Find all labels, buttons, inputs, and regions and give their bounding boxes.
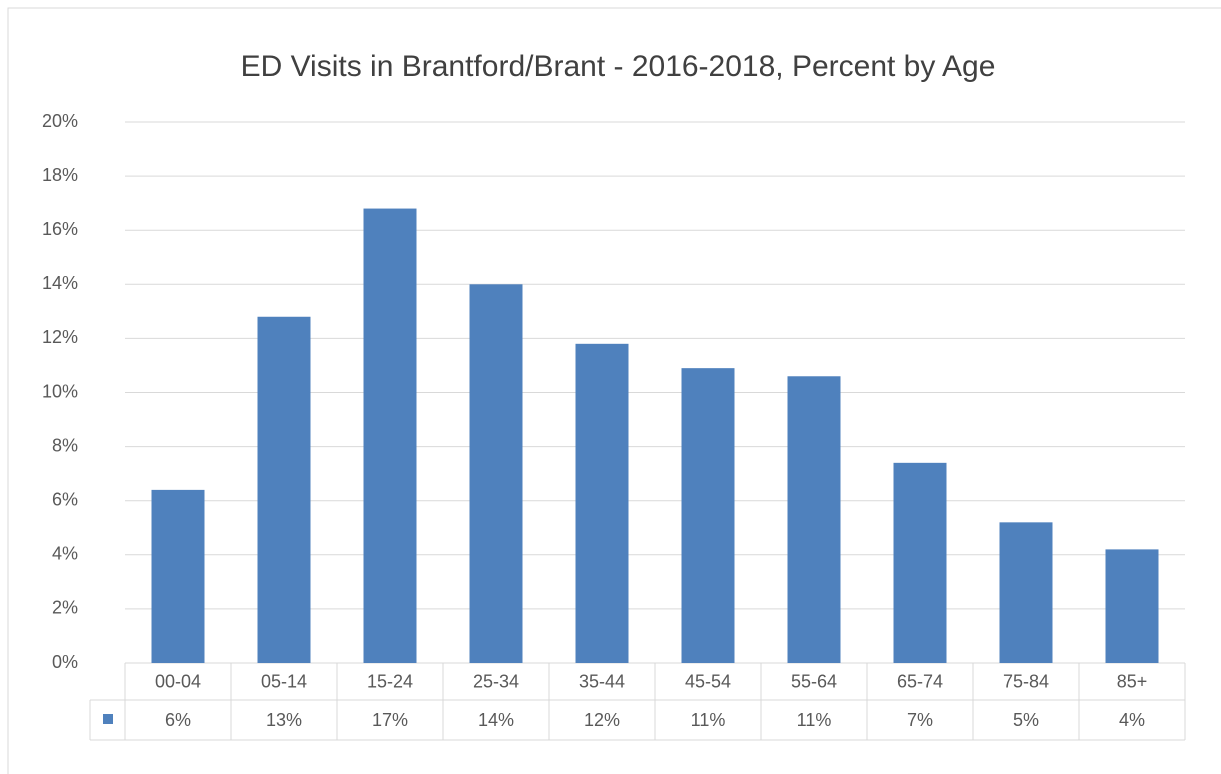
x-tick-label: 65-74 xyxy=(897,671,943,691)
bar xyxy=(999,522,1053,663)
bar xyxy=(1105,549,1159,663)
y-tick-label: 12% xyxy=(42,327,78,347)
y-tick-label: 0% xyxy=(52,652,78,672)
data-label: 11% xyxy=(797,710,832,730)
data-label: 11% xyxy=(691,710,726,730)
bar xyxy=(787,376,841,663)
chart-title: ED Visits in Brantford/Brant - 2016-2018… xyxy=(241,50,996,83)
data-label: 14% xyxy=(478,710,514,730)
x-tick-label: 75-84 xyxy=(1003,671,1049,691)
bar xyxy=(363,208,417,663)
data-label: 6% xyxy=(165,710,191,730)
x-tick-label: 45-54 xyxy=(685,671,731,691)
x-tick-label: 00-04 xyxy=(155,671,201,691)
x-tick-label: 25-34 xyxy=(473,671,519,691)
data-label: 4% xyxy=(1119,710,1145,730)
data-label: 7% xyxy=(907,710,933,730)
data-label: 13% xyxy=(266,710,302,730)
y-tick-label: 2% xyxy=(52,598,78,618)
y-tick-label: 18% xyxy=(42,165,78,185)
data-label: 17% xyxy=(372,710,408,730)
x-tick-label: 05-14 xyxy=(261,671,307,691)
bar xyxy=(257,316,311,663)
legend-key xyxy=(103,714,113,724)
bar xyxy=(469,284,523,663)
y-tick-label: 6% xyxy=(52,489,78,509)
y-tick-label: 14% xyxy=(42,273,78,293)
x-tick-label: 55-64 xyxy=(791,671,837,691)
x-tick-label: 15-24 xyxy=(367,671,413,691)
y-tick-label: 20% xyxy=(42,111,78,131)
bar xyxy=(151,489,205,663)
data-label: 5% xyxy=(1013,710,1039,730)
y-tick-label: 8% xyxy=(52,435,78,455)
bar xyxy=(575,343,629,663)
y-tick-label: 4% xyxy=(52,544,78,564)
x-tick-label: 85+ xyxy=(1117,671,1148,691)
data-label: 12% xyxy=(584,710,620,730)
y-tick-label: 10% xyxy=(42,381,78,401)
x-tick-label: 35-44 xyxy=(579,671,625,691)
bar xyxy=(893,462,947,663)
bar xyxy=(681,368,735,663)
y-tick-label: 16% xyxy=(42,219,78,239)
